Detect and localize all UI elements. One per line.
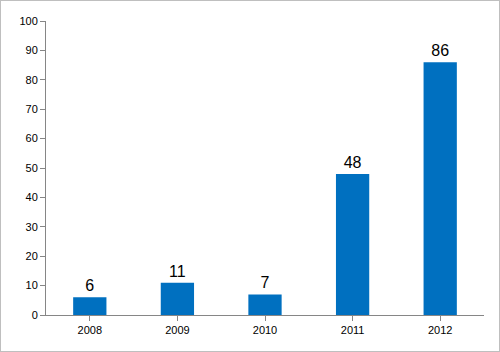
svg-text:2009: 2009 xyxy=(165,324,189,336)
svg-text:2008: 2008 xyxy=(78,324,102,336)
svg-text:40: 40 xyxy=(26,191,38,203)
svg-text:30: 30 xyxy=(26,221,38,233)
svg-text:48: 48 xyxy=(344,154,362,171)
svg-text:0: 0 xyxy=(32,309,38,321)
svg-text:7: 7 xyxy=(261,274,270,291)
svg-text:11: 11 xyxy=(169,263,186,280)
svg-text:70: 70 xyxy=(26,103,38,115)
svg-text:10: 10 xyxy=(26,279,38,291)
svg-text:6: 6 xyxy=(85,277,94,294)
svg-text:80: 80 xyxy=(26,74,38,86)
svg-text:50: 50 xyxy=(26,162,38,174)
svg-text:2011: 2011 xyxy=(341,324,365,336)
svg-text:20: 20 xyxy=(26,250,38,262)
svg-text:60: 60 xyxy=(26,132,38,144)
svg-text:100: 100 xyxy=(19,15,37,27)
svg-text:2010: 2010 xyxy=(253,324,277,336)
svg-text:86: 86 xyxy=(431,42,449,59)
svg-text:90: 90 xyxy=(26,44,38,56)
svg-text:2012: 2012 xyxy=(428,324,452,336)
